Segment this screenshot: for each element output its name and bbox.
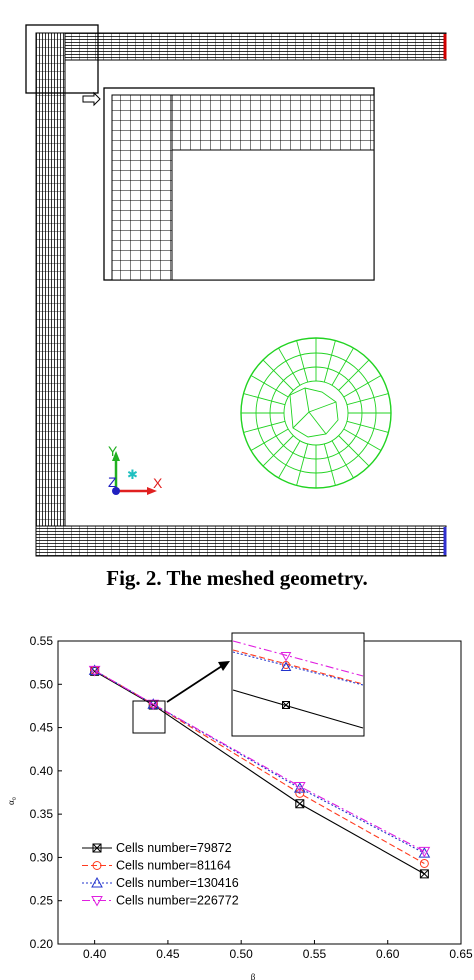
series-line: [94, 669, 425, 852]
x-tick-label: 0.50: [230, 947, 254, 961]
y-axis-label: α₀: [6, 797, 16, 805]
zoom-pointer-arrow: [166, 663, 226, 703]
mesh-independence-chart: 0.200.250.300.350.400.450.500.55 0.40 0.4…: [6, 632, 473, 980]
mesh-bottom-channel: [35, 525, 447, 557]
legend-entry-label: Cells number=81164: [116, 859, 231, 873]
axis-x-label: X: [153, 475, 163, 491]
mesh-left-channel: [35, 32, 66, 557]
zoom-source-box: [132, 700, 166, 734]
y-axis-ticks: 0.20 0.25 0.30 0.35 0.40 0.45 0.50 0.55: [30, 634, 62, 951]
y-tick-label: 0.35: [30, 807, 54, 821]
inset-series-line: [232, 689, 364, 729]
zoom-inset: [132, 632, 365, 737]
data-point-marker: [282, 701, 290, 709]
series-line: [94, 670, 425, 875]
y-tick-label: 0.20: [30, 937, 54, 951]
axes-triad: Y Z X ✱: [108, 443, 163, 495]
data-point-marker: [91, 896, 103, 907]
x-tick-label: 0.40: [83, 947, 107, 961]
data-point-marker: [280, 652, 292, 662]
x-tick-label: 0.55: [303, 947, 327, 961]
legend: Cells number=79872 Cells number=81164 Cell…: [82, 841, 239, 908]
x-tick-label: 0.65: [449, 947, 473, 961]
data-point-marker: [88, 665, 101, 677]
inset-series-line: [232, 640, 364, 677]
origin-marker-icon: ✱: [127, 468, 138, 483]
x-tick-label: 0.45: [156, 947, 180, 961]
data-point-marker: [280, 661, 292, 671]
particle-mesh-circle: [240, 337, 392, 489]
series-layer: [88, 664, 431, 879]
y-tick-label: 0.55: [30, 634, 54, 648]
data-point-marker: [295, 788, 305, 798]
y-tick-label: 0.50: [30, 677, 54, 691]
mesh-zoom-inset: [103, 87, 375, 281]
legend-entry-label: Cells number=130416: [116, 876, 239, 890]
zoom-region-box: [25, 24, 99, 94]
series-line: [94, 669, 425, 864]
y-tick-label: 0.30: [30, 850, 54, 864]
data-point-marker: [295, 799, 305, 809]
zoom-inset-frame: [231, 632, 365, 737]
data-point-marker: [293, 781, 306, 793]
data-point-marker: [147, 699, 160, 711]
mesh-top-channel: [35, 32, 447, 61]
meshed-geometry-figure: Y Z X ✱ Fig. 2. The meshed geometry.: [25, 24, 447, 590]
inset-series-line: [232, 649, 364, 685]
y-tick-label: 0.40: [30, 764, 54, 778]
data-point-marker: [418, 846, 431, 858]
legend-entry-label: Cells number=226772: [116, 894, 239, 908]
data-point-marker: [419, 858, 429, 868]
axis-y-label: Y: [108, 443, 118, 459]
zoom-arrow-icon: [82, 91, 101, 107]
data-point-marker: [91, 876, 103, 888]
data-point-marker: [419, 869, 429, 879]
figure-caption: Fig. 2. The meshed geometry.: [106, 566, 368, 590]
y-tick-label: 0.25: [30, 894, 54, 908]
data-point-marker: [92, 861, 102, 870]
zoom-mesh-left: [111, 94, 173, 281]
y-tick-label: 0.45: [30, 721, 54, 735]
axis-z-label: Z: [108, 474, 117, 490]
legend-entry-label: Cells number=79872: [116, 841, 232, 855]
x-axis-ticks: 0.40 0.45 0.50 0.55 0.60 0.65: [83, 940, 473, 961]
data-point-marker: [92, 843, 102, 853]
x-tick-label: 0.60: [376, 947, 400, 961]
x-axis-label: β: [251, 972, 256, 980]
